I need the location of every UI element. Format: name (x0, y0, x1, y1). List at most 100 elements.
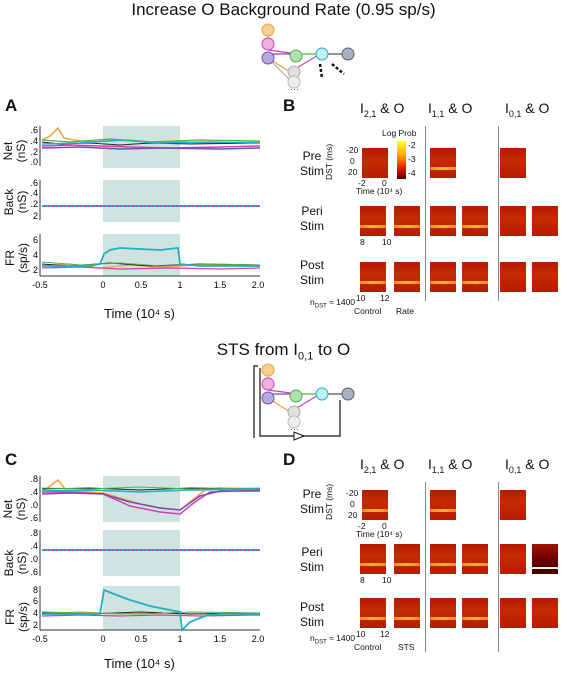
time-tick-2-b: 0 (382, 178, 387, 188)
svg-text:2.0: 2.0 (252, 634, 265, 644)
fr-ylabel-a: FR (sp/s) (3, 243, 30, 273)
svg-text:1.6: 1.6 (30, 513, 38, 523)
node-green-icon (289, 389, 303, 403)
panel-label-a: A (5, 96, 18, 115)
dst-tick-3-d: 20 (348, 510, 358, 520)
network-diagram-top: ··· (261, 23, 355, 92)
svg-text:2.6: 2.6 (30, 125, 38, 135)
svg-text:6: 6 (33, 596, 38, 606)
dst-tick-1-d: -20 (346, 488, 359, 498)
node-gray2-icon (287, 75, 301, 89)
heatmap-b-peri-4 (462, 206, 488, 236)
svg-text:···: ··· (290, 84, 299, 92)
time-tick-1-d: -2 (358, 521, 366, 531)
heatmap-d-post-6 (532, 598, 558, 628)
net-axes-a: 2.6 2.4 2.2 2.0 (30, 125, 261, 168)
heatmap-d-post-1 (360, 598, 386, 628)
col-header-d2: I1,1 & O (428, 456, 473, 475)
peri-tick-2-d: 10 (382, 575, 392, 585)
node-teal-icon (315, 387, 329, 401)
svg-text:2.0: 2.0 (30, 554, 38, 564)
panel-label-c: C (5, 450, 18, 469)
post-tick-1-d: 10 (356, 629, 366, 639)
peri-tick-1-d: 8 (360, 575, 365, 585)
panel-label-b: B (283, 96, 296, 115)
heatmap-d-peri-3 (430, 544, 456, 574)
peri-tick-1-b: 8 (360, 237, 365, 247)
heatmap-d-post-3 (430, 598, 456, 628)
heatmap-b-peri-1 (360, 206, 386, 236)
figure-title-top: Increase O Background Rate (0.95 sp/s) (131, 0, 436, 19)
node-slate-icon (341, 47, 355, 61)
heatmap-d-post-2 (394, 598, 420, 628)
row-label-peri-d: Peri Stim (300, 545, 324, 574)
post-tick-1-b: 10 (356, 293, 366, 303)
svg-text:1: 1 (177, 634, 182, 644)
ndst-label-b: nDST ≈ 1400 (310, 297, 356, 310)
xlabel-c: Time (10⁴ s) (104, 656, 175, 671)
svg-text:0.5: 0.5 (135, 280, 148, 290)
legend-sts-d: STS (398, 642, 415, 652)
node-magenta-icon (261, 37, 275, 51)
net-ylabel-a: Net (nS) (1, 139, 28, 163)
svg-text:0: 0 (100, 280, 105, 290)
legend-control-b: Control (354, 306, 382, 316)
svg-text:-0.5: -0.5 (32, 280, 48, 290)
svg-text:2.4: 2.4 (30, 487, 38, 497)
svg-text:2.8: 2.8 (30, 528, 38, 538)
col-header-d3: I0,1 & O (505, 456, 550, 475)
row-label-pre-b: Pre Stim (300, 149, 324, 178)
heatmap-d-post-5 (500, 598, 526, 628)
panel-a-plots: 2.6 2.4 2.2 2.0 2.6 2.4 2.2 2 6 4 2 -0.5… (30, 125, 264, 290)
cbar-tick-1: -2 (408, 140, 416, 150)
svg-text:-0.5: -0.5 (32, 634, 48, 644)
node-magenta-icon (261, 377, 275, 391)
heatmap-d-post-4 (462, 598, 488, 628)
logprob-label: Log Prob (382, 128, 417, 138)
heatmap-b-pre-1 (362, 148, 388, 178)
time-tick-1-b: -2 (358, 178, 366, 188)
heatmap-d-peri-2 (394, 544, 420, 574)
back-ylabel-a: Back (nS) (2, 188, 29, 216)
svg-text:2.2: 2.2 (30, 199, 38, 209)
time-label-d: Time (10⁴ s) (356, 529, 403, 539)
col-header-d1: I2,1 & O (360, 456, 405, 475)
svg-text:0.5: 0.5 (135, 634, 148, 644)
figure-title-bottom: STS from I0,1 to O (216, 340, 351, 363)
xlabel-a: Time (10⁴ s) (104, 306, 175, 321)
heatmap-b-post-5 (500, 262, 526, 292)
dst-tick-2-b: 0 (350, 156, 355, 166)
svg-text:1.5: 1.5 (214, 634, 227, 644)
network-diagram-bottom: ··· (253, 363, 355, 441)
col-header-b2: I1,1 & O (428, 100, 473, 119)
fr-axes-c: 8 6 4 2 -0.5 0 0.5 1 1.5 2.0 (32, 585, 264, 644)
time-label-b: Time (10⁴ s) (356, 186, 403, 196)
row-label-post-d: Post Stim (299, 600, 324, 629)
svg-text:···: ··· (290, 424, 299, 434)
col-header-b3: I0,1 & O (505, 100, 550, 119)
heatmap-d-pre-3 (500, 490, 526, 520)
node-slate-icon (341, 387, 355, 401)
legend-control-d: Control (354, 642, 382, 652)
row-label-pre-d: Pre Stim (300, 487, 324, 516)
dst-label-d: DST (ms) (324, 483, 334, 520)
svg-text:2.6: 2.6 (30, 178, 38, 188)
heatmap-b-pre-3 (500, 148, 526, 178)
dst-tick-2-d: 0 (350, 499, 355, 509)
divider-d2 (498, 482, 499, 652)
svg-text:2: 2 (33, 211, 38, 221)
node-green-icon (289, 49, 303, 63)
heatmap-b-post-3 (430, 262, 456, 292)
col-header-b1: I2,1 & O (360, 100, 405, 119)
node-purple-icon (261, 391, 275, 405)
back-ylabel-c: Back (nS) (2, 549, 29, 577)
svg-text:2: 2 (33, 265, 38, 275)
heatmap-b-peri-6 (532, 206, 558, 236)
ndst-label-d: nDST ≈ 1400 (310, 633, 356, 646)
heatmap-d-pre-1 (362, 490, 388, 520)
svg-text:2.0: 2.0 (30, 500, 38, 510)
fr-axes-a: 6 4 2 -0.5 0 0.5 1 1.5 2.0 (32, 234, 264, 290)
svg-text:1.5: 1.5 (214, 280, 227, 290)
svg-text:2.0: 2.0 (30, 157, 38, 167)
divider-b2 (498, 126, 499, 301)
